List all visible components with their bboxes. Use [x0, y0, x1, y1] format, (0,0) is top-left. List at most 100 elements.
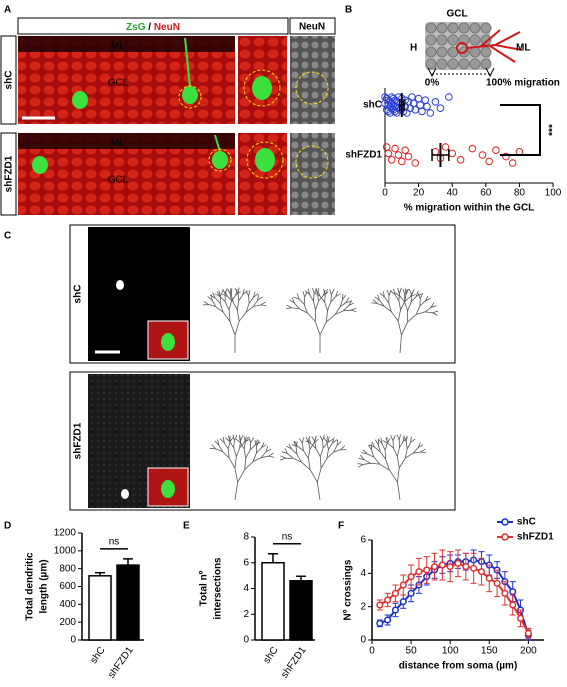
- schematic-end: 100% migration: [486, 78, 560, 89]
- tracing: [397, 309, 401, 322]
- tracing: [280, 455, 286, 459]
- tracing: [243, 441, 246, 450]
- tracing: [398, 457, 406, 469]
- point: [384, 149, 393, 158]
- gcl-cell: [436, 34, 448, 46]
- tracing: [374, 446, 381, 453]
- point: [407, 589, 415, 597]
- tracing: [248, 290, 251, 297]
- tracing: [261, 442, 265, 448]
- tracing: [420, 448, 426, 453]
- annotation: ***: [548, 124, 559, 136]
- point: [470, 564, 478, 572]
- tracing: [244, 458, 247, 470]
- tracing: [218, 445, 223, 452]
- point: [384, 616, 392, 624]
- tracing: [222, 293, 228, 297]
- point: [431, 98, 440, 106]
- tracing: [235, 438, 241, 444]
- tracing: [413, 451, 421, 454]
- tracing: [224, 288, 228, 295]
- tracing: [260, 451, 267, 458]
- tracing: [313, 293, 315, 301]
- point: [485, 574, 493, 582]
- tracing: [211, 444, 217, 450]
- tracing: [291, 444, 298, 447]
- x-tick-label: 20: [413, 188, 425, 199]
- y-tick-label: 600: [59, 581, 76, 592]
- point: [391, 589, 400, 597]
- tracing: [399, 441, 404, 448]
- tracing: [310, 443, 317, 449]
- tracing: [261, 444, 267, 449]
- tracing: [339, 299, 343, 307]
- tracing: [216, 291, 221, 297]
- tracing: [326, 449, 329, 459]
- point: [438, 561, 446, 569]
- x-tick-label: shFZD1: [279, 645, 309, 681]
- point: [423, 566, 431, 574]
- tracing: [239, 436, 241, 443]
- tracing: [313, 288, 318, 294]
- point: [493, 579, 501, 587]
- y-axis-label: intersections: [213, 557, 224, 620]
- tracing: [257, 296, 263, 301]
- y-tick-label: 2: [360, 601, 366, 612]
- roi: [178, 85, 202, 109]
- header-part: ZsG: [126, 22, 148, 33]
- tracing: [326, 436, 328, 443]
- tracing: [219, 296, 226, 302]
- tracing: [326, 442, 329, 450]
- inset-cell: [161, 333, 175, 351]
- tracing: [319, 295, 325, 303]
- schematic-left: H: [410, 43, 417, 54]
- tracing: [242, 288, 245, 295]
- tracing: [424, 307, 432, 313]
- point: [524, 629, 532, 637]
- annotation: ns: [282, 531, 293, 542]
- tracing: [234, 288, 239, 294]
- tracing: [222, 311, 231, 322]
- tracing: [360, 454, 365, 460]
- tracing: [250, 437, 255, 443]
- tracing: [248, 437, 252, 443]
- row-label-box: [0, 35, 17, 125]
- tracing: [287, 453, 294, 459]
- tracing: [407, 314, 417, 323]
- tracing: [362, 449, 368, 455]
- gcl-cell: [480, 46, 492, 58]
- x-tick-label: 150: [481, 646, 498, 657]
- tracing: [297, 445, 304, 451]
- tracing: [381, 443, 386, 451]
- point: [391, 606, 400, 614]
- soma-image: [121, 489, 129, 499]
- tracing: [253, 291, 256, 298]
- point: [398, 157, 406, 166]
- tracing: [397, 467, 400, 483]
- tracing: [312, 287, 315, 294]
- point: [436, 104, 445, 112]
- tracing: [265, 446, 269, 452]
- point: [415, 568, 423, 576]
- x-tick-label: 80: [514, 188, 526, 199]
- tracing: [280, 457, 286, 461]
- tracing: [386, 289, 390, 296]
- tracing: [296, 293, 300, 300]
- tracing: [393, 448, 398, 457]
- tracing: [335, 293, 342, 297]
- tracing: [333, 445, 338, 453]
- gcl-cell: [458, 22, 470, 34]
- tracing: [234, 321, 240, 336]
- point: [477, 568, 486, 576]
- tracing: [417, 442, 421, 448]
- tracing: [325, 310, 328, 323]
- x-axis-label: distance from soma (µm): [399, 661, 518, 672]
- y-tick-label: 1200: [54, 528, 77, 539]
- tracing: [324, 294, 326, 302]
- tracing: [430, 305, 437, 308]
- tracing: [240, 442, 245, 450]
- tracing: [248, 297, 254, 304]
- point: [445, 93, 453, 101]
- tracing: [254, 439, 259, 445]
